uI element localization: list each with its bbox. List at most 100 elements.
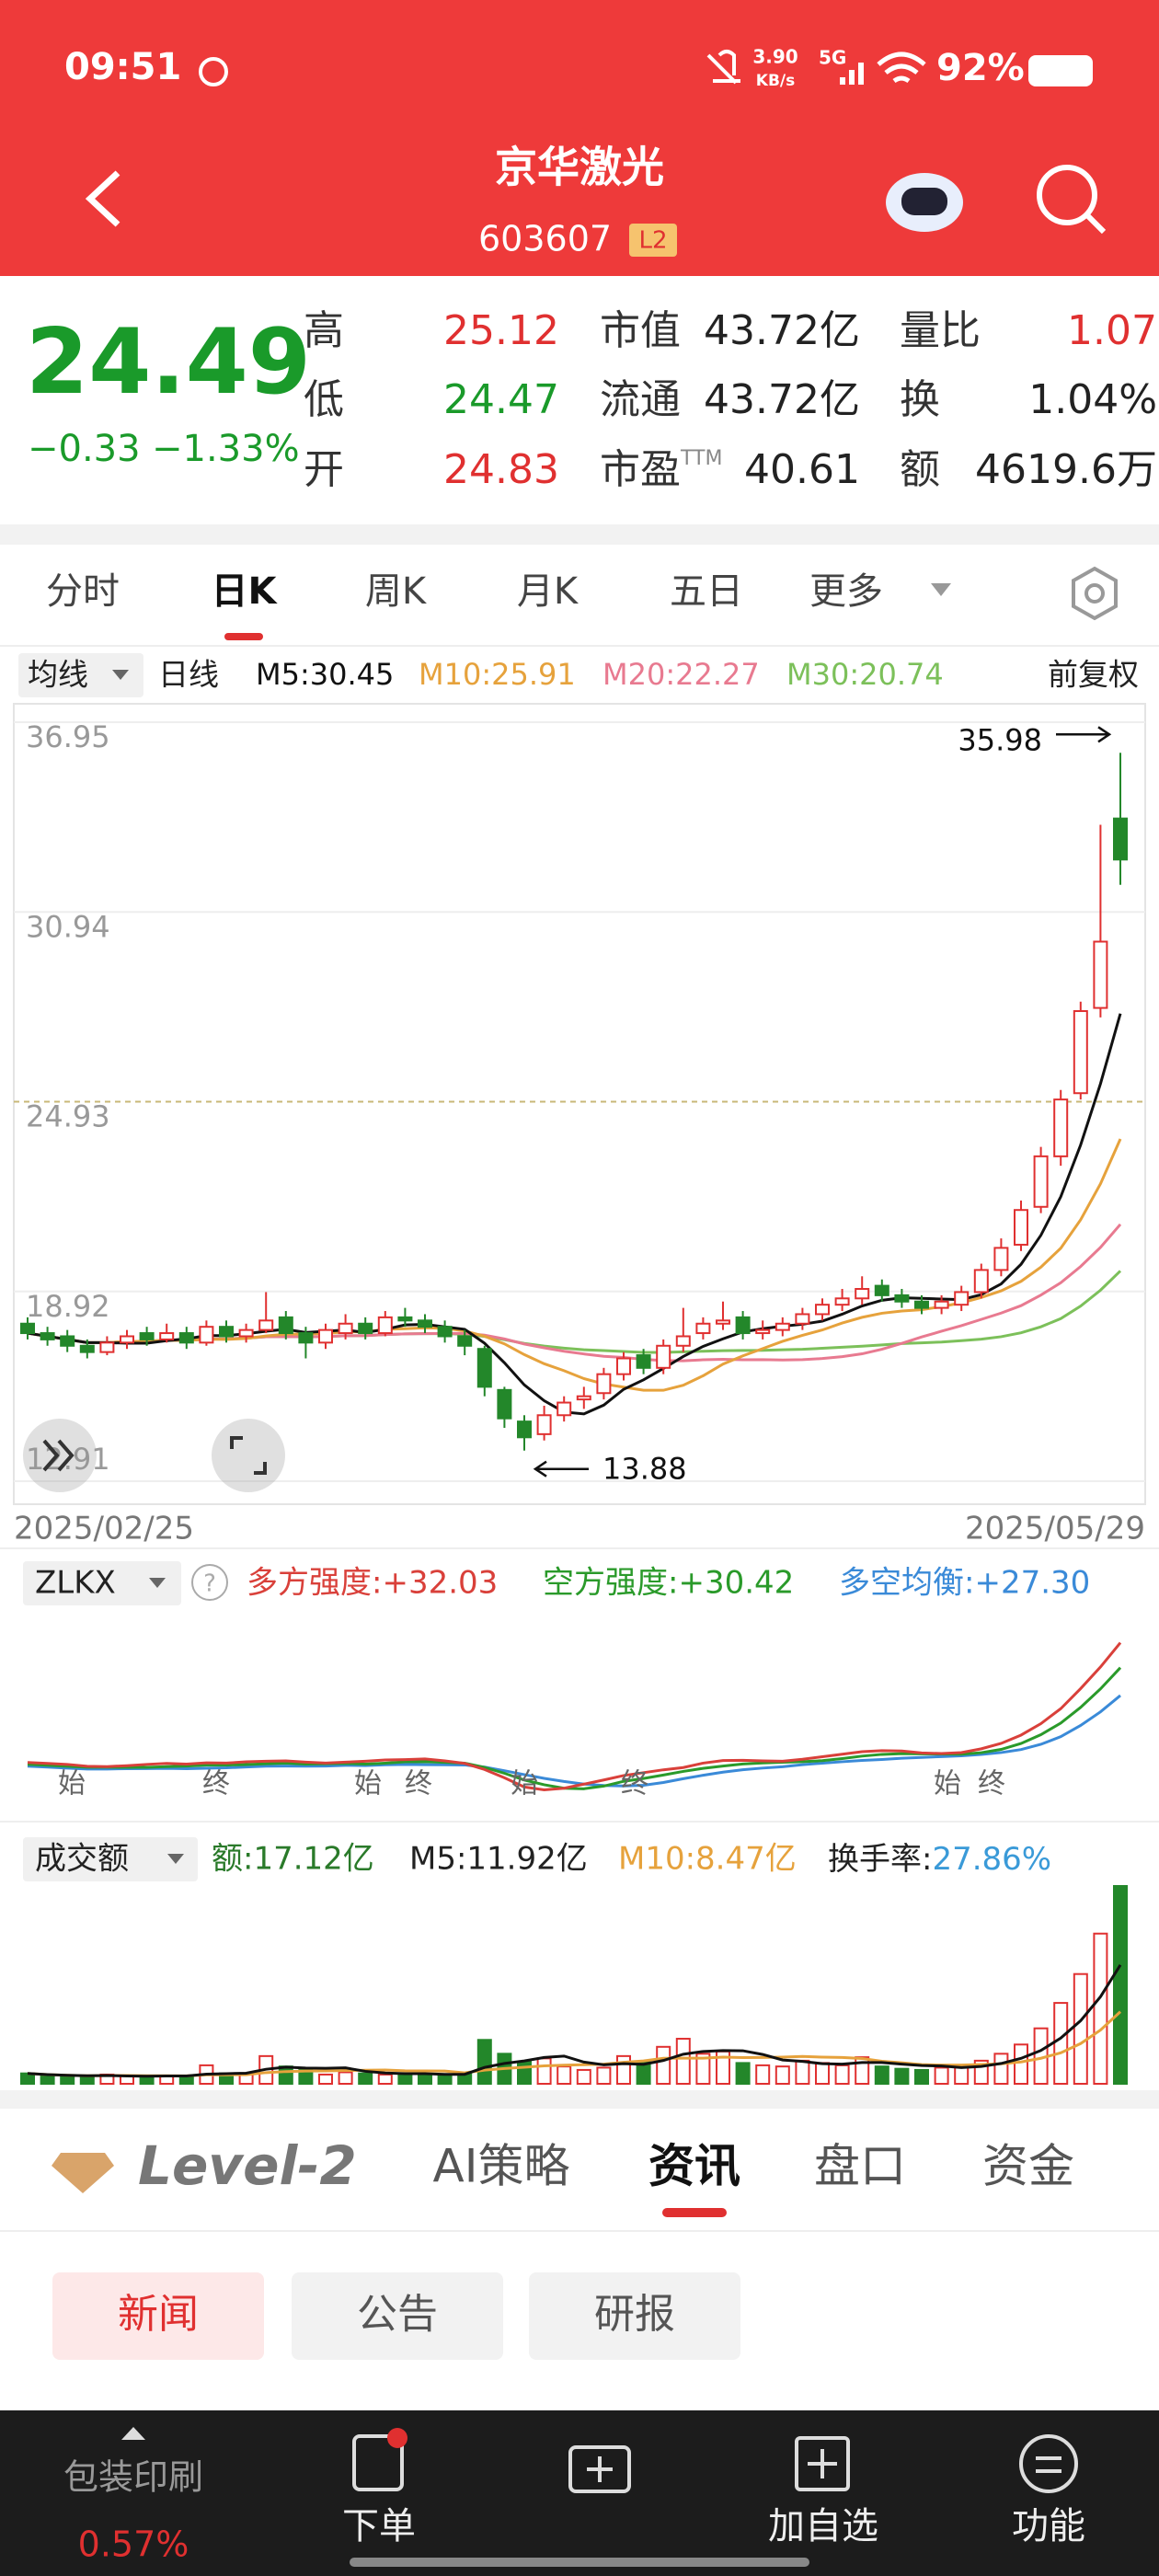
volume-bar [178,2076,194,2085]
news-tabs: 新闻 公告 研报 [52,2272,740,2360]
period-tab[interactable]: 更多 [809,570,883,613]
period-tab[interactable]: 月K [517,570,580,613]
swap-icon [568,2445,631,2493]
zlkx-chart: 多方强度:+32.03 空方强度:+30.42 多空均衡:+27.30始终始终始终始… [27,1565,1122,1800]
volume-bar [358,2072,373,2086]
section-tab[interactable]: Level-2 [138,2134,357,2197]
back-button[interactable] [85,170,120,227]
candle-body [40,1332,55,1340]
y-tick-label: 30.94 [26,909,110,944]
period-tab[interactable]: 日K [212,570,279,613]
volume-bar [695,2053,711,2086]
function-icon [1019,2434,1078,2493]
volume-bar [278,2065,293,2085]
ma-legend-item: M20:22.27 [602,657,760,692]
fullscreen-icon [230,1436,267,1475]
sector-name[interactable]: 包装印刷 [63,2457,203,2498]
candle-body [1093,940,1108,1009]
candle-body [178,1332,194,1344]
period-tabs: 分时 日K 周K 月K 五日 更多 [46,570,951,640]
volume-bar [675,2038,691,2086]
candle-body [397,1316,413,1322]
zlkx-name[interactable]: ZLKX [35,1565,116,1602]
search-button[interactable] [1037,165,1097,225]
max-arrow [1056,726,1112,743]
dropdown-arrow [931,583,951,596]
volume-selector-bg[interactable] [23,1837,198,1881]
candle-body [139,1332,155,1340]
expand-button[interactable] [23,1419,97,1492]
x-tick-label: 2025/05/29 [965,1511,1145,1547]
candle-body [775,1322,790,1331]
stat-label: 流通 [600,376,681,423]
network: 5G [819,47,846,69]
x-tick-label: 2025/02/25 [14,1511,194,1547]
candle-body [815,1304,830,1316]
volume-bar [1093,1932,1108,2086]
tab-indicator [662,2208,727,2217]
news-tab[interactable]: 研报 [594,2291,675,2338]
volume-bar [735,2062,751,2085]
zlkx-item: 多方强度:+32.03 [247,1565,498,1602]
ma-legend-item: M10:25.91 [419,657,576,692]
help-icon[interactable] [191,1564,228,1601]
turnover-value: 27.86% [932,1841,1051,1878]
kline-chart: 36.9530.9424.9318.9212.9135.9813.882025/… [14,719,1145,1547]
nav-item[interactable]: 加自选 [768,2505,878,2547]
volume-bar [1113,1885,1128,2085]
sector-pct: 0.57% [78,2524,189,2565]
period-tab[interactable]: 周K [365,570,428,613]
volume-name[interactable]: 成交额 [35,1841,129,1878]
candle-body [616,1357,631,1375]
candle-body [517,1420,532,1439]
ma-selector-bg[interactable] [18,653,143,697]
volume-bar [934,2066,949,2085]
news-tab[interactable]: 公告 [357,2291,438,2338]
stat-label: 量比 [900,307,981,354]
candle-body [298,1332,314,1344]
news-tab-bg[interactable] [52,2272,264,2360]
nav-item[interactable]: 下单 [342,2505,416,2547]
zlkx-selector-bg[interactable] [23,1561,181,1605]
volume-bar [377,2073,393,2086]
mute-icon [706,50,740,85]
fullscreen-button[interactable] [212,1419,285,1492]
adjust-mode[interactable]: 前复权 [1048,657,1139,693]
period-tab[interactable]: 分时 [46,570,120,613]
min-arrow [533,1460,589,1478]
section-tab[interactable]: 资金 [982,2140,1074,2193]
candle-body [418,1319,432,1328]
candle-body [238,1328,254,1338]
ma-period: 日线 [158,657,219,693]
l2-badge-bg [629,224,677,257]
expand-icon [42,1439,75,1472]
news-tab-bg[interactable] [292,2272,503,2360]
nav-item[interactable]: 功能 [1012,2505,1085,2547]
ma-selector[interactable]: 均线 [28,657,88,693]
volume-m5: M5:11.92亿 [409,1841,588,1878]
candle-body [60,1335,75,1347]
section-tab[interactable]: AI策略 [433,2140,570,2193]
zlkx-marker: 终 [978,1768,1005,1800]
ma-legend: M5:30.45 M10:25.91 M20:22.27 M30:20.74 [256,657,944,692]
volume-bar [536,2057,552,2086]
section-tab[interactable]: 盘口 [814,2140,906,2193]
zlkx-marker: 终 [621,1768,648,1800]
price-change: −0.33 [28,428,141,470]
settings-button[interactable] [1072,566,1118,621]
zlkx-line [27,1694,1121,1788]
candle-body [993,1247,1009,1271]
stat-label-text: 市值 [600,307,681,354]
search-handle [1084,213,1107,235]
ma-legend-item: M30:20.74 [786,657,944,692]
stat-label: 高 [304,307,344,354]
stock-code: 603607 [478,219,612,259]
volume-bar [815,2062,830,2085]
candle-body [1113,817,1128,861]
y-tick-label: 18.92 [26,1289,110,1324]
news-tab[interactable]: 新闻 [118,2291,199,2338]
news-tab-bg[interactable] [529,2272,740,2360]
period-tab[interactable]: 五日 [670,570,743,613]
section-tab[interactable]: 资讯 [648,2140,740,2193]
ma-legend-item: M5:30.45 [256,657,394,692]
